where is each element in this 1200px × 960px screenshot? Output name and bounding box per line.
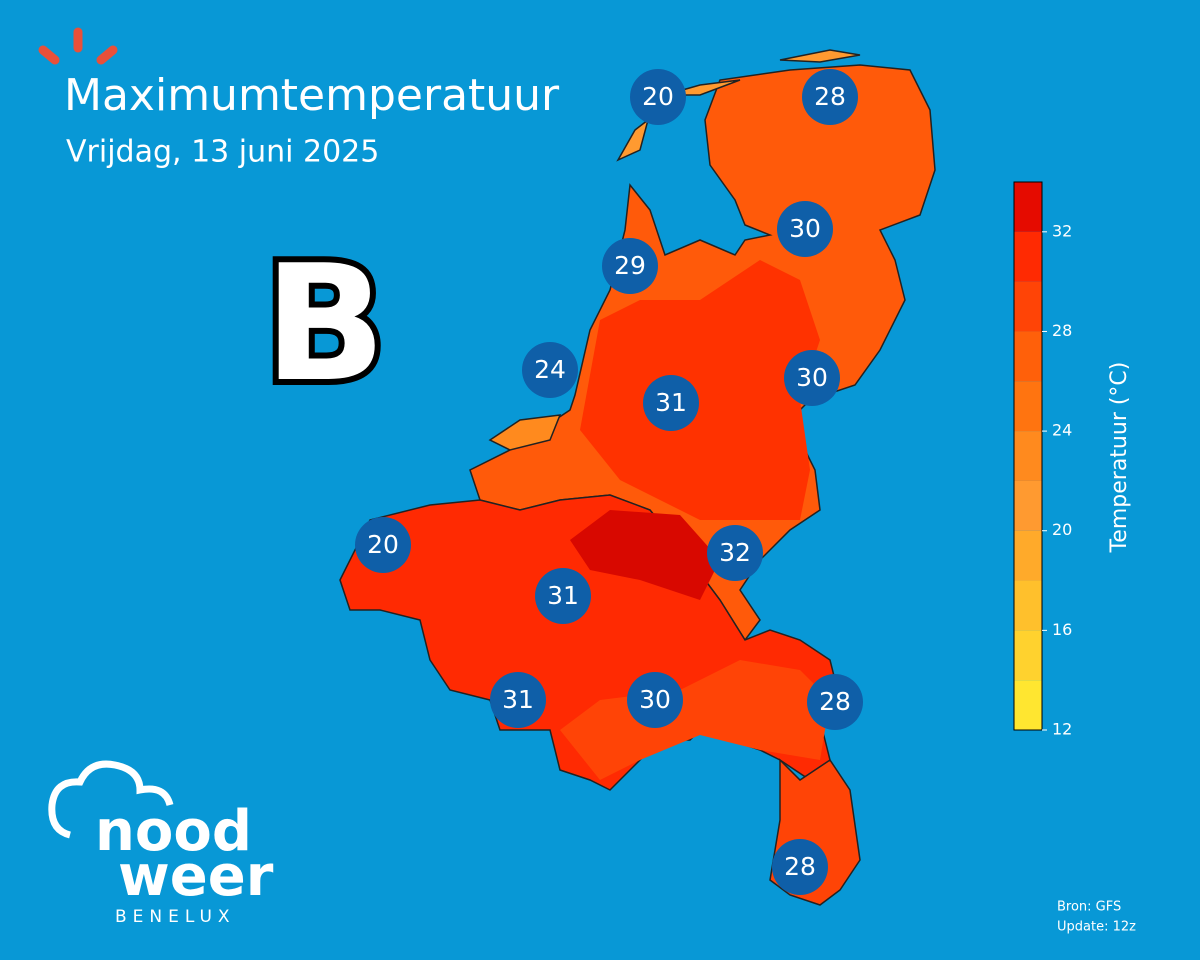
station-value: 20 (642, 82, 674, 111)
badge: B (264, 230, 386, 417)
colorbar-band (1014, 231, 1042, 282)
station-bubble (602, 238, 658, 294)
colorbar-band (1014, 480, 1042, 531)
colorbar-tick-label: 16 (1052, 620, 1072, 639)
stations: 20 28 30 29 24 31 30 20 32 31 31 30 28 28 (355, 69, 863, 895)
colorbar-tick-label: 28 (1052, 321, 1072, 340)
station-bubble (627, 672, 683, 728)
colorbar-band (1014, 381, 1042, 432)
station-value: 31 (655, 388, 687, 417)
station-bubble (784, 350, 840, 406)
station-value: 31 (547, 581, 579, 610)
station-bubble (630, 69, 686, 125)
station-bubble (490, 672, 546, 728)
colorbar-tick-label: 20 (1052, 520, 1072, 539)
station-value: 30 (796, 363, 828, 392)
logo-word: nood (95, 799, 252, 864)
logo-word: BENELUX (115, 907, 236, 927)
colorbar-band (1014, 281, 1042, 332)
colorbar-tick-label: 24 (1052, 421, 1072, 440)
station-value: 29 (614, 251, 646, 280)
title: Maximumtemperatuur (64, 70, 560, 121)
logo: nood weer BENELUX (48, 760, 274, 927)
station-value: 28 (784, 852, 816, 881)
station-bubble (522, 342, 578, 398)
station-value: 28 (814, 82, 846, 111)
colorbar-tick-label: 12 (1052, 720, 1072, 739)
station-value: 28 (819, 687, 851, 716)
station-value: 31 (502, 685, 534, 714)
logo-word: weer (118, 844, 274, 909)
colorbar-band (1014, 431, 1042, 481)
colorbar: 12 16 20 24 28 32 (1013, 181, 1072, 739)
station-bubble (772, 839, 828, 895)
colorbar-band (1014, 680, 1042, 730)
station-bubble (643, 375, 699, 431)
sun-icon (38, 27, 118, 65)
station-bubble (355, 517, 411, 573)
station-value: 30 (639, 685, 671, 714)
station-value: 30 (789, 214, 821, 243)
colorbar-band (1014, 331, 1042, 382)
station-bubble (807, 674, 863, 730)
colorbar-band (1014, 530, 1042, 581)
station-value: 20 (367, 530, 399, 559)
colorbar-band (1014, 630, 1042, 681)
station-bubble (707, 525, 763, 581)
station-value: 32 (719, 538, 751, 567)
update: Update: 12z (1057, 920, 1136, 935)
subtitle: Vrijdag, 13 juni 2025 (66, 135, 379, 170)
colorbar-frame (1013, 181, 1043, 731)
station-bubble (777, 201, 833, 257)
colorbar-band (1014, 580, 1042, 631)
colorbar-tick-label: 32 (1052, 221, 1072, 240)
station-value: 24 (534, 355, 566, 384)
station-bubble (535, 568, 591, 624)
source: Bron: GFS (1057, 900, 1121, 915)
map (339, 49, 936, 906)
colorbar-band (1014, 182, 1042, 232)
station-bubble (802, 69, 858, 125)
colorbar-label: Temperatuur (°C) (1107, 362, 1132, 554)
